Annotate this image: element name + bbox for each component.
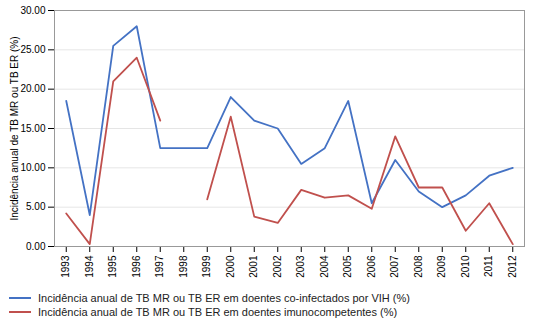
svg-text:2003: 2003 <box>295 255 306 278</box>
svg-text:Incidência anual de TB MR ou T: Incidência anual de TB MR ou TB ER (%) <box>9 36 20 220</box>
svg-text:1994: 1994 <box>84 255 95 278</box>
svg-text:2005: 2005 <box>342 255 353 278</box>
svg-text:2000: 2000 <box>225 255 236 278</box>
svg-text:2004: 2004 <box>319 255 330 278</box>
svg-text:1997: 1997 <box>154 255 165 278</box>
svg-text:2010: 2010 <box>460 255 471 278</box>
svg-text:1999: 1999 <box>201 255 212 278</box>
svg-text:2002: 2002 <box>272 255 283 278</box>
svg-text:1993: 1993 <box>60 255 71 278</box>
svg-text:2008: 2008 <box>413 255 424 278</box>
svg-text:15.00: 15.00 <box>20 123 45 134</box>
svg-text:2006: 2006 <box>366 255 377 278</box>
svg-text:2011: 2011 <box>483 255 494 277</box>
svg-text:2001: 2001 <box>248 255 259 278</box>
html-text:Incidência anual de TB MR ou T: Incidência anual de TB MR ou TB ER em do… <box>38 292 410 304</box>
svg-text:30.00: 30.00 <box>20 5 45 16</box>
svg-text:1996: 1996 <box>131 255 142 278</box>
svg-text:25.00: 25.00 <box>20 44 45 55</box>
svg-text:2009: 2009 <box>436 255 447 278</box>
html-text:Incidência anual de TB MR ou T: Incidência anual de TB MR ou TB ER em do… <box>38 306 398 318</box>
svg-text:2007: 2007 <box>389 255 400 278</box>
svg-text:2012: 2012 <box>507 255 518 278</box>
svg-text:5.00: 5.00 <box>26 201 46 212</box>
svg-text:0.00: 0.00 <box>26 241 46 252</box>
svg-text:20.00: 20.00 <box>20 83 45 94</box>
svg-text:1998: 1998 <box>178 255 189 278</box>
svg-text:1995: 1995 <box>107 255 118 278</box>
svg-text:10.00: 10.00 <box>20 162 45 173</box>
